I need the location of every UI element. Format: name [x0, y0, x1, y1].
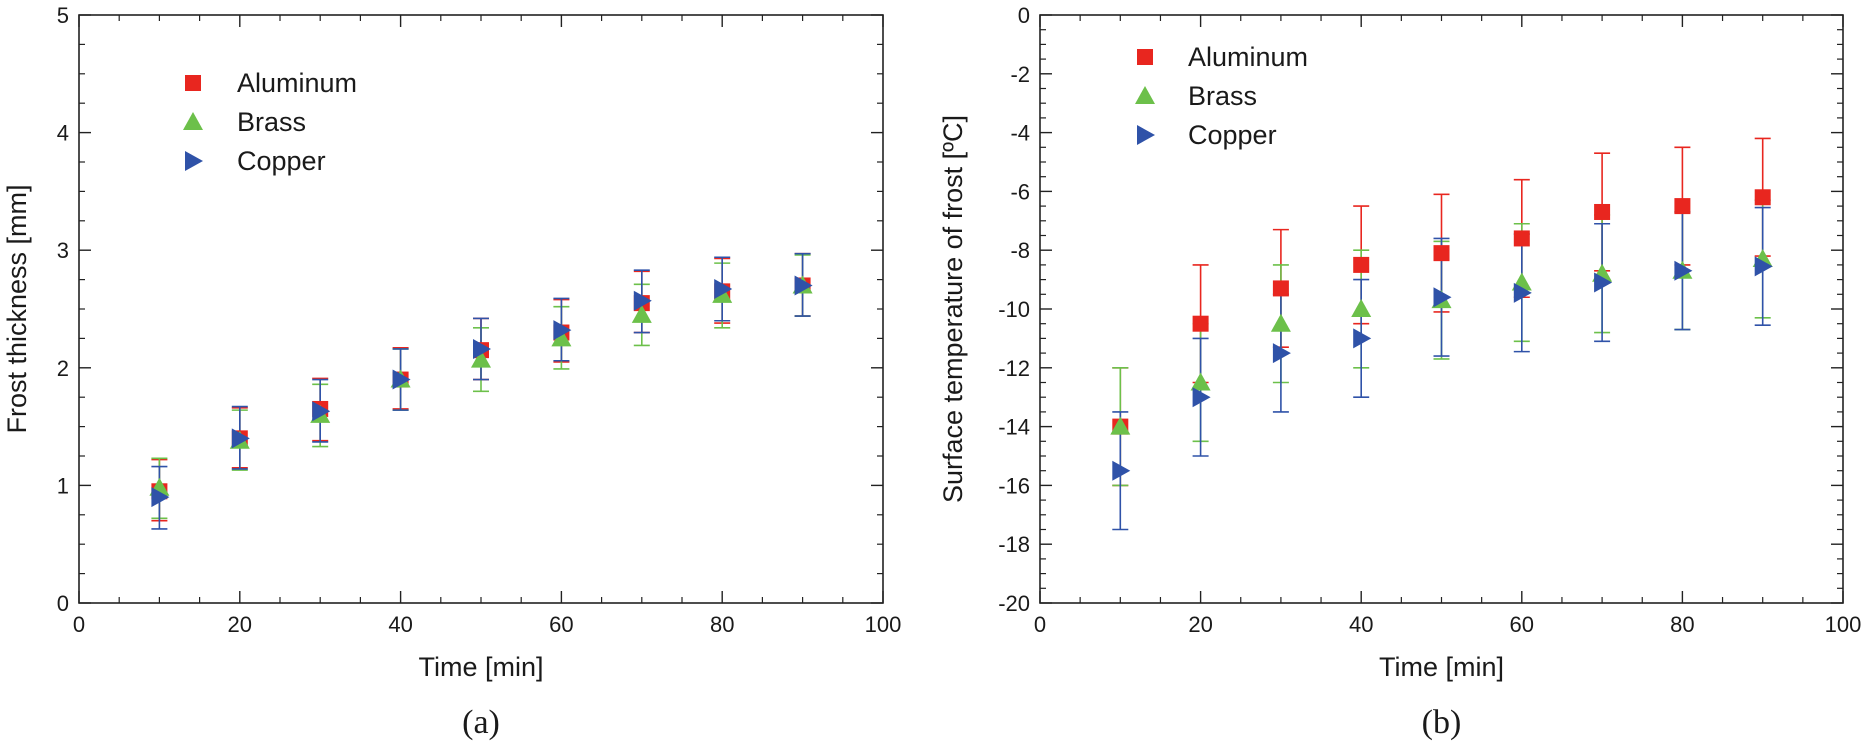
panel-a-copper-point	[473, 338, 491, 359]
panel-a-series-copper-markers	[151, 275, 813, 508]
panel-b-x-tick-label: 0	[1034, 612, 1046, 637]
panel-b-caption: (b)	[1422, 704, 1462, 741]
panel-b-aluminum-point	[1192, 315, 1209, 332]
panel-a-legend: Aluminum Brass Copper	[183, 68, 357, 176]
panel-b-copper-point	[1674, 260, 1693, 281]
panel-a-copper-point	[312, 401, 331, 422]
panel-b-y-tick-label: -18	[998, 532, 1030, 557]
panel-b-copper-point	[1433, 287, 1452, 308]
panel-a-legend-label-aluminum: Aluminum	[237, 68, 357, 98]
panel-a-legend-marker-brass	[183, 112, 203, 130]
panel-a-legend-marker-aluminum	[185, 75, 201, 91]
panel-b-copper-point	[1594, 272, 1613, 293]
panel-a-copper-point	[392, 369, 411, 390]
panel-b-legend-label-copper: Copper	[1188, 120, 1277, 150]
panel-a-copper-point	[151, 487, 170, 508]
panel-b-brass-point	[1190, 372, 1211, 391]
panel-a-chart: 0 20 40 60 80 100 0 1 2 3 4 5 Time [min] Frost thickn…	[2, 3, 901, 741]
panel-b-aluminum-point	[1353, 256, 1370, 273]
panel-b-copper-point	[1353, 328, 1372, 349]
panel-a-copper-point	[633, 290, 652, 311]
panel-b-legend-label-aluminum: Aluminum	[1188, 42, 1308, 72]
panel-a-brass-point	[471, 349, 491, 368]
panel-b-aluminum-point	[1272, 280, 1289, 297]
panel-b-copper-point	[1192, 387, 1211, 408]
panel-a-x-tick-label: 100	[865, 612, 902, 637]
panel-b-aluminum-point	[1674, 198, 1691, 215]
panel-a-copper-point	[794, 275, 813, 296]
panel-a-copper-point	[231, 428, 250, 449]
panel-a-legend-marker-copper	[185, 151, 203, 171]
panel-b-legend-marker-copper	[1137, 125, 1155, 145]
panel-a-x-tick-label: 20	[228, 612, 252, 637]
panel-b-copper-point	[1754, 256, 1773, 277]
panel-a-y-tick-label: 3	[57, 238, 69, 263]
panel-a-brass-point	[551, 328, 572, 347]
panel-b-x-tick-label: 100	[1825, 612, 1862, 637]
panel-b-y-tick-label: -2	[1010, 62, 1030, 87]
panel-b-y-tick-label: -14	[998, 415, 1030, 440]
panel-b-y-axis-title: Surface temperature of frost [ºC]	[938, 115, 968, 503]
panel-a-y-axis-title: Frost thickness [mm]	[2, 184, 32, 433]
panel-a-series-brass	[151, 254, 811, 520]
panel-a-y-tick-label: 0	[57, 591, 69, 616]
panel-b-copper-point	[1272, 343, 1291, 364]
panel-a-x-tick-label: 0	[73, 612, 85, 637]
panel-b-x-tick-label: 60	[1510, 612, 1534, 637]
panel-b-brass-point	[1110, 416, 1131, 435]
panel-a-x-axis-title: Time [min]	[418, 652, 543, 682]
panel-a-copper-point	[714, 279, 733, 300]
panel-a-y-tick-label: 5	[57, 3, 69, 28]
panel-b-x-tick-label: 40	[1349, 612, 1373, 637]
panel-b-y-tick-label: 0	[1018, 3, 1030, 28]
panel-a-caption: (a)	[462, 704, 500, 741]
panel-a-x-tick-label: 60	[549, 612, 573, 637]
panel-a-legend-label-copper: Copper	[237, 146, 326, 176]
panel-b-aluminum-point	[1594, 203, 1611, 220]
panel-a-plot-frame	[78, 14, 884, 604]
panel-a-x-tick-label: 40	[388, 612, 412, 637]
panel-b-aluminum-point	[1754, 189, 1771, 206]
panel-a-brass-point	[631, 304, 652, 323]
panel-b-brass-point	[1351, 299, 1372, 317]
panel-b-y-tick-label: -8	[1010, 238, 1030, 263]
panel-b-y-tick-label: -4	[1010, 121, 1030, 146]
panel-b-y-tick-label: -6	[1010, 179, 1030, 204]
panel-b-legend: Aluminum Brass Copper	[1135, 42, 1308, 150]
panel-b-y-tick-label: -16	[998, 473, 1030, 498]
panel-b-x-axis-title: Time [min]	[1379, 652, 1504, 682]
panel-b-aluminum-point	[1433, 245, 1450, 262]
panel-b-copper-point	[1112, 460, 1131, 481]
panel-b-legend-label-brass: Brass	[1188, 81, 1257, 111]
panel-b-x-tick-label: 20	[1188, 612, 1212, 637]
panel-a-y-tick-label: 1	[57, 473, 69, 498]
panel-b-brass-point	[1270, 313, 1291, 332]
panel-b-x-tick-label: 80	[1670, 612, 1694, 637]
panel-a-copper-point	[553, 320, 572, 341]
panel-b-legend-marker-aluminum	[1137, 49, 1153, 65]
panel-b-y-tick-label: -10	[998, 297, 1030, 322]
panel-b-y-tick-label: -12	[998, 356, 1030, 381]
panel-b-legend-marker-brass	[1135, 86, 1155, 104]
panel-a-y-tick-label: 2	[57, 356, 69, 381]
panel-b-copper-point	[1513, 282, 1532, 303]
panel-b-y-tick-label: -20	[998, 591, 1030, 616]
panel-b-series-copper-markers	[1112, 256, 1773, 481]
panel-a-y-tick-label: 4	[57, 121, 69, 146]
panel-a-x-tick-label: 80	[710, 612, 734, 637]
panel-b-chart: 0 20 40 60 80 100-20-18-16-14-12-10-8-6-4-20T…	[938, 3, 1861, 741]
panel-a-legend-label-brass: Brass	[237, 107, 306, 137]
panel-b-aluminum-point	[1513, 230, 1530, 247]
